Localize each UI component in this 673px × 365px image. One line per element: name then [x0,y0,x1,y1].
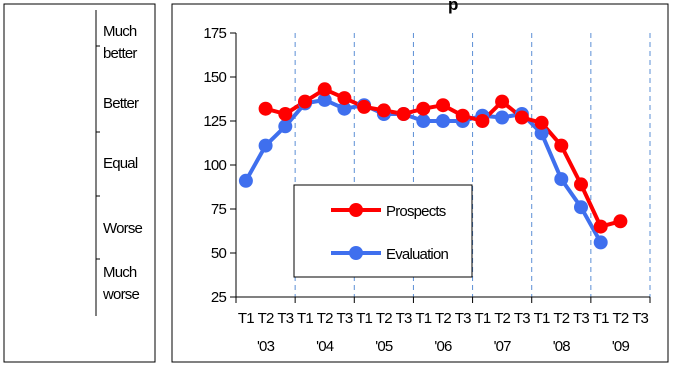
scale-label-line: worse [102,286,139,303]
y-tick-label: 25 [211,289,227,306]
data-point-prospects [475,114,490,128]
chart-title-fragment: p [448,0,458,14]
data-point-evaluation [534,126,549,141]
x-quarter-label: T3 [455,310,471,327]
scale-label-line: Worse [103,220,143,237]
data-point-prospects [534,115,549,130]
x-year-label: '03 [257,338,275,355]
x-quarter-label: T2 [258,310,274,327]
y-tick-label: 175 [203,25,226,42]
legend-box [293,184,473,278]
data-point-evaluation [574,200,588,215]
data-point-prospects [396,107,411,121]
data-point-prospects [436,98,450,113]
x-year-label: '09 [612,338,630,355]
data-point-prospects [613,214,628,229]
scale-label-line: Much [103,264,137,281]
legend-label-prospects: Prospects [386,203,446,220]
x-quarter-label: T3 [514,310,530,327]
scale-label-line: Equal [103,155,138,172]
x-quarter-label: T1 [415,310,431,327]
x-quarter-label: T1 [474,310,490,327]
scale-labels: Much better Better Equal Worse Much worse [102,23,143,303]
data-point-prospects [514,110,529,125]
x-year-label: '05 [375,338,393,355]
x-quarter-label: T3 [396,310,412,327]
y-axis-ticks: 25 50 75 100 125 150 175 [203,25,236,306]
data-point-evaluation [436,114,450,128]
x-year-label: '04 [316,338,334,355]
x-quarter-label: T2 [435,310,451,327]
data-point-evaluation [593,235,608,250]
data-point-evaluation [337,101,352,116]
data-point-evaluation [416,114,431,128]
data-point-prospects [317,82,332,97]
data-point-prospects [593,219,608,234]
legend-marker-evaluation [349,246,363,260]
data-point-prospects [357,99,372,114]
series-layer [238,82,628,250]
data-point-prospects [258,101,273,116]
x-year-label: '08 [553,338,571,355]
x-quarter-label: T1 [238,310,254,327]
scale-label-line: Much [103,23,137,40]
data-point-prospects [574,177,588,192]
scale-panel [3,3,156,363]
x-quarter-label: T2 [553,310,569,327]
legend: Prospects Evaluation [293,184,473,278]
x-quarter-label: T2 [494,310,510,327]
x-quarter-label: T2 [376,310,392,327]
x-year-label: '06 [434,338,452,355]
y-tick-label: 100 [203,157,226,174]
x-quarter-label: T3 [277,310,293,327]
legend-label-evaluation: Evaluation [386,246,449,263]
scale-label-line: better [103,45,137,62]
data-point-prospects [416,101,431,116]
data-point-prospects [376,103,391,118]
data-point-prospects [554,138,569,153]
series-markers [238,82,628,250]
x-quarter-label: T1 [297,310,313,327]
data-point-prospects [278,107,293,121]
data-point-prospects [298,94,312,109]
x-quarter-label: T2 [317,310,333,327]
x-quarter-label: T1 [534,310,550,327]
scale-ticks [96,45,100,260]
y-tick-label: 50 [211,245,227,262]
data-point-evaluation [238,173,253,188]
x-quarter-label: T1 [356,310,372,327]
x-quarter-label: T2 [612,310,628,327]
y-tick-label: 150 [203,69,226,86]
legend-marker-prospects [349,203,363,217]
data-point-prospects [495,94,510,109]
x-quarter-label: T3 [336,310,352,327]
y-tick-label: 125 [203,113,226,130]
data-point-evaluation [317,92,332,107]
data-point-evaluation [554,172,569,187]
data-point-evaluation [258,138,273,153]
x-quarter-label: T1 [593,310,609,327]
data-point-prospects [337,91,352,106]
x-quarter-label: T3 [632,310,648,327]
data-point-evaluation [495,110,510,125]
y-tick-label: 75 [211,201,227,218]
x-quarter-label: T3 [573,310,589,327]
data-point-prospects [455,108,470,123]
x-year-label: '07 [494,338,512,355]
data-point-evaluation [278,119,293,134]
scale-label-line: Better [103,95,139,112]
